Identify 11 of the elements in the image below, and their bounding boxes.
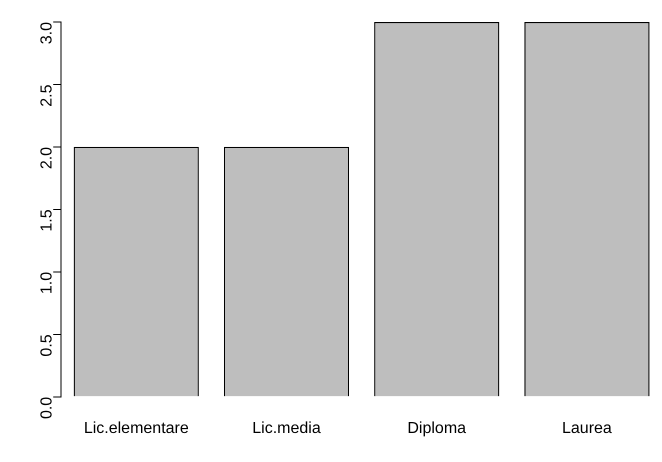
y-tick-label: 1.0 xyxy=(38,272,56,294)
y-tick-label: 2.5 xyxy=(38,84,56,107)
x-tick-label: Lic.elementare xyxy=(84,420,189,437)
y-tick-label: 1.5 xyxy=(38,209,56,232)
y-tick-label: 0.0 xyxy=(38,396,56,420)
y-tick-label: 0.5 xyxy=(38,334,56,357)
y-tick-label: 3.0 xyxy=(38,22,56,44)
x-tick-label: Lic.media xyxy=(252,420,321,437)
x-tick-label: Diploma xyxy=(407,420,466,437)
y-tick-label: 2.0 xyxy=(38,146,56,170)
x-tick-label: Laurea xyxy=(562,420,612,437)
